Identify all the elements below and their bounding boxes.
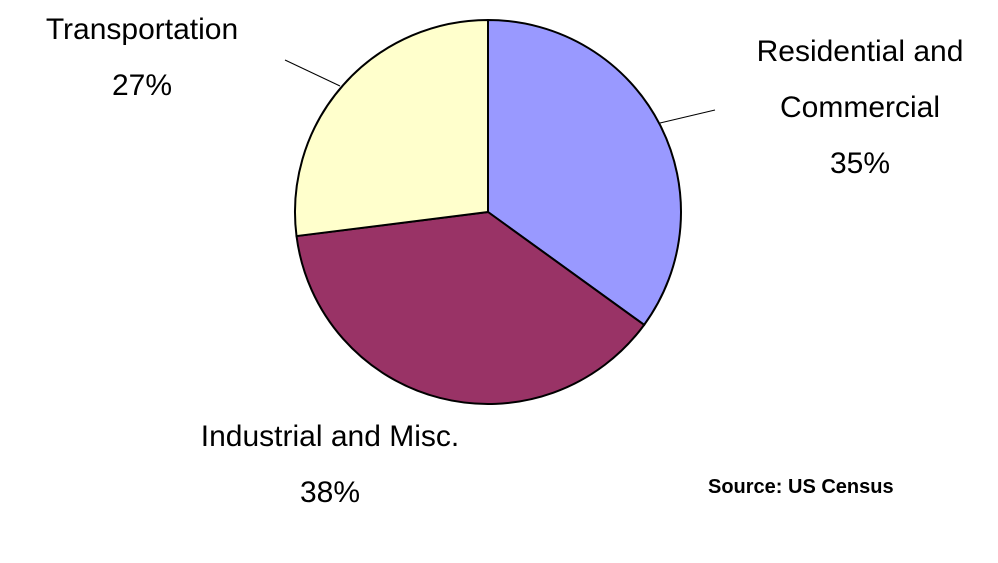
leader-line [659,109,716,124]
category-label: Industrial and Misc. [200,420,460,453]
value-label: 35% [829,147,891,180]
slice-label: Residential and Commercial 35% [700,24,998,192]
slice-label: Transportation 27% [0,2,302,114]
value-label: 38% [299,476,361,509]
category-label: Transportation [45,13,239,46]
category-label: Residential and Commercial [756,35,964,124]
leader-line [284,59,341,87]
source: Source: US Census [708,476,894,498]
pie-slice [295,210,646,405]
slice-label: Industrial and Misc. 38% [190,409,470,521]
pie-slice [294,18,489,238]
value-label: 27% [111,69,173,102]
pie-slice [487,18,682,327]
